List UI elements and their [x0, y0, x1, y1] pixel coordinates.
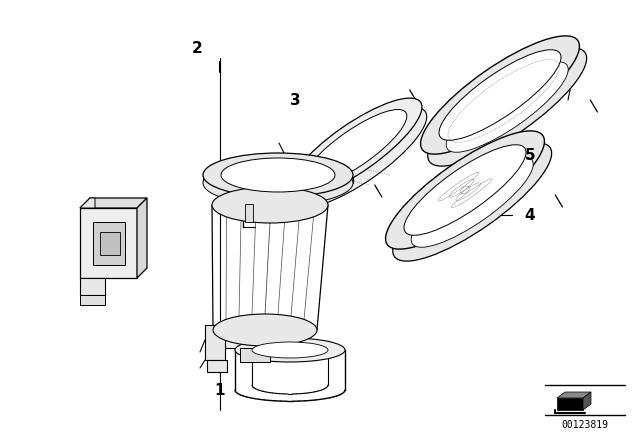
Polygon shape	[80, 198, 147, 208]
Text: 1: 1	[215, 383, 225, 397]
Ellipse shape	[404, 145, 526, 235]
Ellipse shape	[203, 161, 353, 205]
Ellipse shape	[385, 131, 545, 249]
Polygon shape	[93, 222, 125, 265]
Polygon shape	[557, 392, 591, 398]
Ellipse shape	[213, 314, 317, 346]
Polygon shape	[137, 198, 147, 278]
Ellipse shape	[221, 158, 335, 192]
Polygon shape	[100, 232, 120, 255]
Ellipse shape	[420, 36, 579, 154]
Ellipse shape	[235, 338, 345, 362]
Polygon shape	[557, 398, 583, 410]
Polygon shape	[583, 392, 591, 410]
Polygon shape	[80, 295, 105, 305]
Ellipse shape	[428, 48, 587, 166]
Polygon shape	[240, 348, 270, 362]
Text: 2: 2	[191, 40, 202, 56]
Polygon shape	[245, 204, 253, 222]
Polygon shape	[207, 360, 227, 372]
Ellipse shape	[412, 157, 533, 247]
Ellipse shape	[293, 108, 427, 207]
Ellipse shape	[439, 50, 561, 140]
Ellipse shape	[212, 187, 328, 223]
Text: 5: 5	[525, 147, 535, 163]
Polygon shape	[80, 208, 137, 278]
Text: 4: 4	[525, 207, 535, 223]
Ellipse shape	[446, 62, 568, 152]
Polygon shape	[205, 325, 225, 360]
Ellipse shape	[393, 143, 552, 261]
Ellipse shape	[303, 109, 407, 186]
Polygon shape	[220, 330, 290, 348]
Text: 00123819: 00123819	[561, 420, 609, 430]
Ellipse shape	[252, 342, 328, 358]
Polygon shape	[80, 278, 105, 295]
Ellipse shape	[203, 153, 353, 197]
Ellipse shape	[288, 98, 422, 198]
Text: 3: 3	[290, 92, 300, 108]
Polygon shape	[80, 198, 95, 208]
